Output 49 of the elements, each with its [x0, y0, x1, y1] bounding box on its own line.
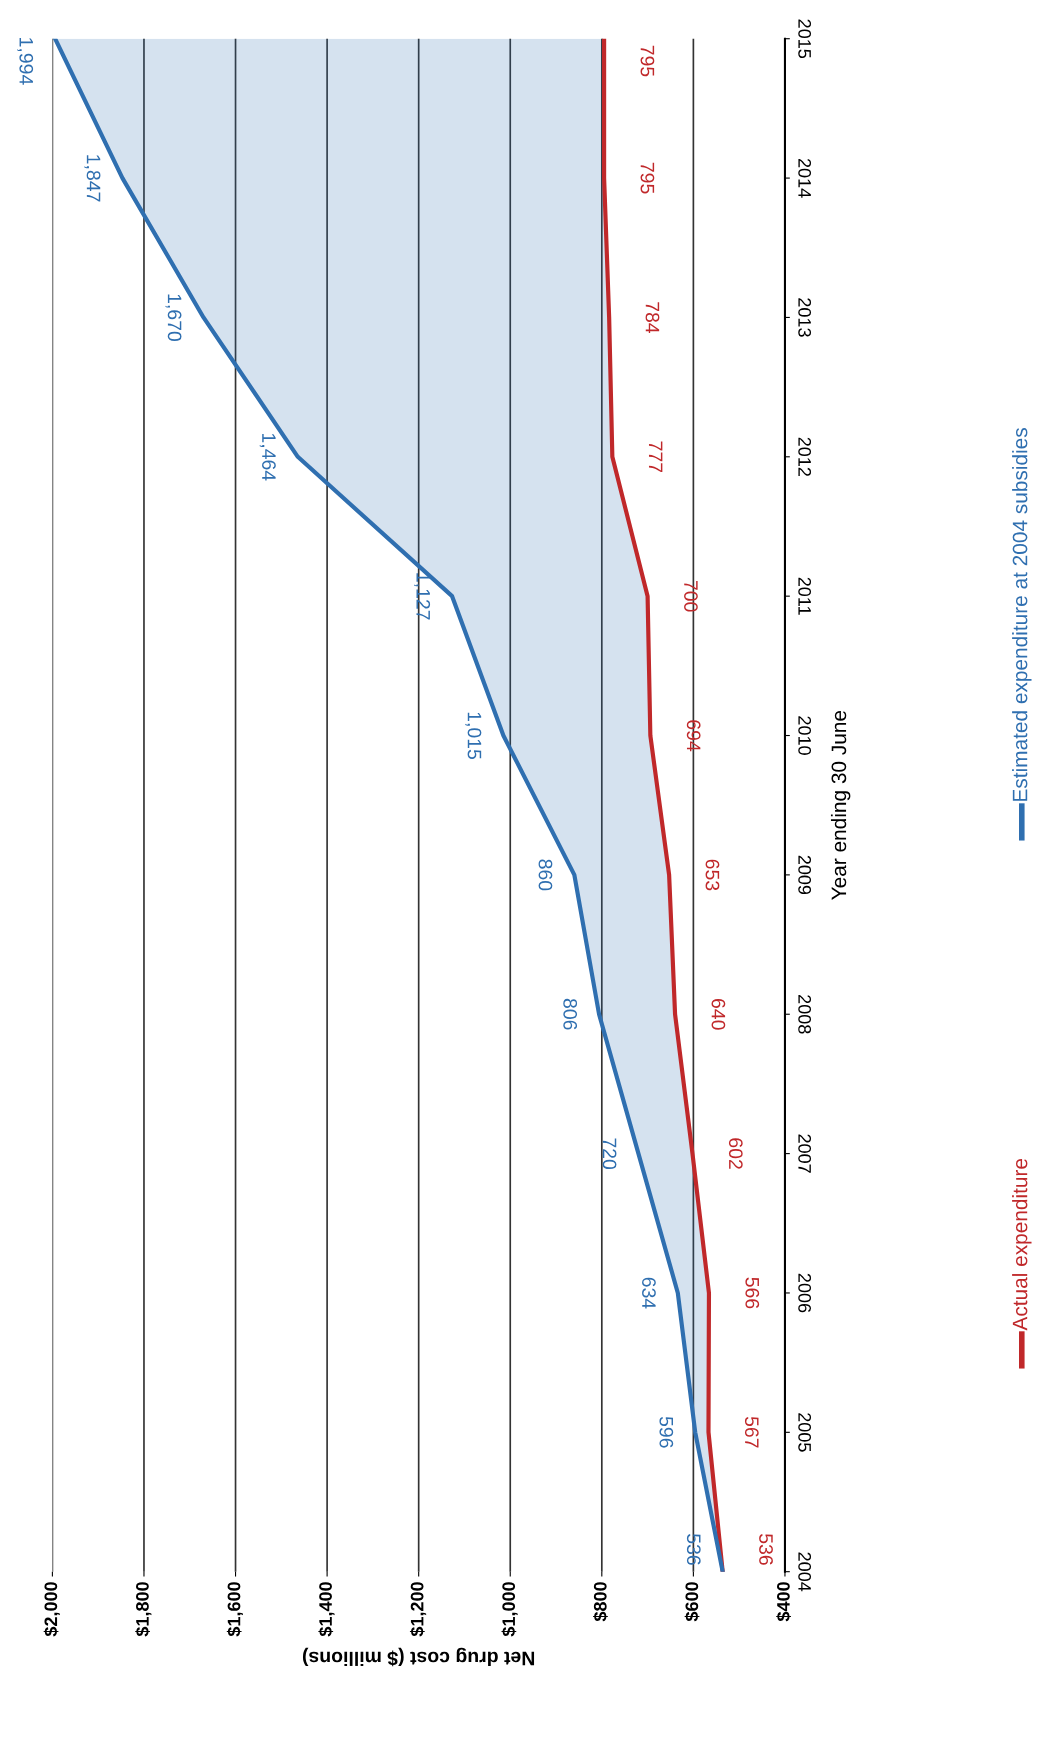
y-axis-title: Year ending 30 June	[830, 710, 851, 900]
data-label: 1,464	[259, 433, 276, 481]
data-label: 1,994	[17, 38, 34, 85]
data-label: 596	[659, 1416, 674, 1448]
data-label: 1,670	[165, 294, 182, 342]
data-label: 536	[759, 1534, 773, 1565]
y-tick-label: 2014	[798, 158, 812, 198]
data-label: 1,847	[84, 155, 101, 202]
data-label: 634	[642, 1277, 656, 1309]
y-tick-label: 2006	[798, 1273, 812, 1313]
data-label: 860	[538, 859, 553, 891]
data-label: 777	[648, 441, 663, 473]
y-tick-label: 2010	[798, 716, 812, 755]
x-axis-title: Net drug cost ($ millions)	[302, 1647, 535, 1667]
data-label: 795	[640, 162, 655, 194]
y-tick-label: 2012	[798, 437, 812, 476]
x-tick-label: $1,400	[318, 1582, 335, 1637]
data-label: 653	[705, 859, 720, 891]
data-label: 700	[684, 580, 698, 612]
y-tick-label: 2009	[798, 855, 812, 895]
x-tick-label: $600	[684, 1582, 700, 1622]
data-label: 566	[745, 1277, 760, 1309]
data-label: 795	[640, 45, 655, 77]
x-tick-label: $1,800	[135, 1582, 152, 1637]
x-tick-label: $1,000	[501, 1582, 518, 1637]
y-tick-label: 2005	[798, 1413, 812, 1452]
y-tick-label: 2008	[798, 995, 812, 1034]
y-tick-label: 2013	[798, 298, 812, 337]
data-label: 567	[744, 1416, 759, 1448]
x-tick-label: $1,200	[409, 1582, 427, 1637]
data-label: 720	[602, 1138, 617, 1170]
y-tick-label: 2004	[798, 1552, 812, 1592]
x-tick-label: $400	[776, 1582, 791, 1622]
y-tick-label: 2015	[798, 19, 812, 59]
x-tick-label: $2,000	[43, 1582, 60, 1637]
data-label: 784	[645, 302, 660, 334]
text: Actual expenditure	[1012, 1158, 1032, 1331]
data-label: 1,127	[414, 573, 431, 620]
x-tick-label: $1,600	[226, 1582, 243, 1637]
data-label: 1,015	[465, 712, 482, 760]
data-label: 640	[711, 999, 726, 1030]
data-label: 536	[686, 1534, 701, 1565]
data-label: 602	[728, 1138, 743, 1169]
data-label: 694	[686, 720, 701, 752]
text: Estimated expenditure at 2004 subsidies	[1012, 428, 1032, 801]
x-tick-label: $800	[593, 1582, 608, 1622]
data-label: 806	[563, 998, 578, 1030]
y-tick-label: 2007	[798, 1134, 812, 1173]
y-tick-label: 2011	[798, 577, 812, 615]
